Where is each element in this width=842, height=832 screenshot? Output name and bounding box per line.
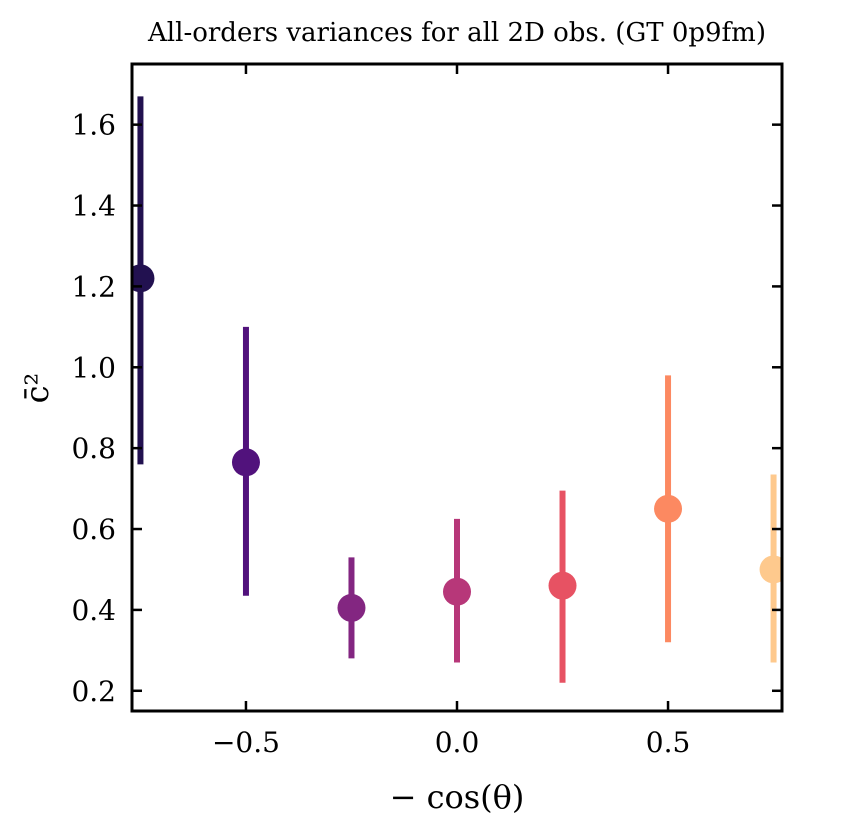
- x-tick-label-2: 0.5: [646, 726, 691, 759]
- data-point-4: [548, 571, 577, 600]
- y-axis-label: c̄²: [18, 373, 56, 404]
- chart-title: All-orders variances for all 2D obs. (GT…: [147, 18, 766, 48]
- y-tick-label-6: 1.4: [71, 190, 116, 223]
- y-tick-label-0: 0.2: [71, 675, 116, 708]
- y-tick-label-4: 1.0: [71, 351, 116, 384]
- y-tick-label-7: 1.6: [71, 109, 116, 142]
- data-point-5: [654, 494, 683, 523]
- data-point-1: [231, 448, 260, 477]
- x-axis-label: − cos(θ): [390, 778, 525, 816]
- y-tick-label-1: 0.4: [71, 594, 116, 627]
- y-tick-label-3: 0.8: [71, 432, 116, 465]
- plot-area: −0.5 0.0 0.5 0.2 0.4 0.6 0.8 1.0 1.2 1.4 1.6: [71, 62, 784, 759]
- axis-ticks: −0.5 0.0 0.5 0.2 0.4 0.6 0.8 1.0 1.2 1.4 1.6: [71, 64, 782, 759]
- x-tick-label-0: −0.5: [212, 726, 280, 759]
- data-point-3: [443, 577, 471, 606]
- data-point-2: [337, 593, 366, 622]
- data-marks: [132, 96, 782, 683]
- y-tick-label-5: 1.2: [71, 270, 116, 303]
- data-point-6: [759, 555, 782, 584]
- y-tick-label-2: 0.6: [71, 513, 116, 546]
- x-tick-label-1: 0.0: [435, 726, 480, 759]
